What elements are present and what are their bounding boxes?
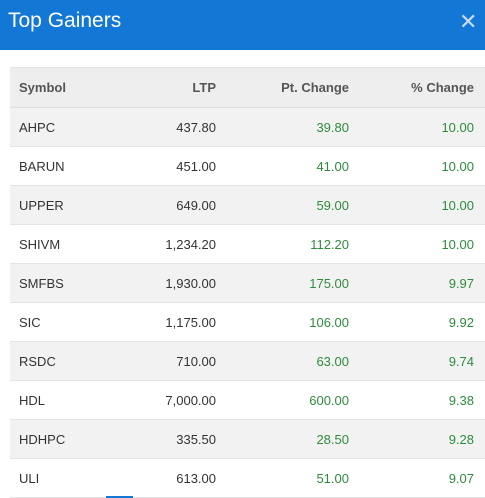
top-gainers-table: Symbol LTP Pt. Change % Change AHPC 437.8…	[10, 67, 485, 498]
cell-pct-change: 10.00	[349, 146, 485, 186]
table-row[interactable]: AHPC 437.80 39.80 10.00	[10, 107, 485, 147]
cell-symbol[interactable]: HDL	[10, 380, 99, 420]
column-header-pct-change[interactable]: % Change	[349, 67, 485, 108]
cell-pct-change: 10.00	[349, 107, 485, 147]
cell-pt-change: 41.00	[216, 146, 349, 186]
table-row[interactable]: SMFBS 1,930.00 175.00 9.97	[10, 263, 485, 303]
cell-ltp: 613.00	[99, 458, 216, 498]
cell-symbol[interactable]: SHIVM	[10, 224, 99, 264]
cell-pt-change: 28.50	[216, 419, 349, 459]
cell-pt-change: 39.80	[216, 107, 349, 147]
cell-pct-change: 9.28	[349, 419, 485, 459]
cell-symbol[interactable]: RSDC	[10, 341, 99, 381]
cell-pt-change: 106.00	[216, 302, 349, 342]
cell-symbol[interactable]: AHPC	[10, 107, 99, 147]
table-row[interactable]: SHIVM 1,234.20 112.20 10.00	[10, 224, 485, 264]
table-row[interactable]: ULI 613.00 51.00 9.07	[10, 458, 485, 498]
cell-pt-change: 59.00	[216, 185, 349, 225]
cell-ltp: 1,175.00	[99, 302, 216, 342]
column-header-pt-change[interactable]: Pt. Change	[216, 67, 349, 108]
cell-symbol[interactable]: SMFBS	[10, 263, 99, 303]
cell-symbol[interactable]: HDHPC	[10, 419, 99, 459]
cell-ltp: 451.00	[99, 146, 216, 186]
cell-ltp: 335.50	[99, 419, 216, 459]
top-gainers-table-container: Symbol LTP Pt. Change % Change AHPC 437.8…	[10, 67, 485, 498]
scroll-indicator[interactable]	[106, 496, 133, 498]
cell-pt-change: 63.00	[216, 341, 349, 381]
table-row[interactable]: RSDC 710.00 63.00 9.74	[10, 341, 485, 381]
table-header-row: Symbol LTP Pt. Change % Change	[10, 67, 485, 108]
cell-pct-change: 10.00	[349, 185, 485, 225]
cell-pt-change: 112.20	[216, 224, 349, 264]
cell-ltp: 1,930.00	[99, 263, 216, 303]
table-row[interactable]: SIC 1,175.00 106.00 9.92	[10, 302, 485, 342]
cell-symbol[interactable]: SIC	[10, 302, 99, 342]
cell-pt-change: 51.00	[216, 458, 349, 498]
column-header-symbol[interactable]: Symbol	[10, 67, 99, 108]
cell-pct-change: 9.07	[349, 458, 485, 498]
cell-pct-change: 9.92	[349, 302, 485, 342]
table-row[interactable]: HDL 7,000.00 600.00 9.38	[10, 380, 485, 420]
cell-symbol[interactable]: UPPER	[10, 185, 99, 225]
dialog-header: Top Gainers ✕	[0, 0, 485, 50]
cell-pct-change: 10.00	[349, 224, 485, 264]
cell-pt-change: 175.00	[216, 263, 349, 303]
cell-pct-change: 9.74	[349, 341, 485, 381]
table-row[interactable]: BARUN 451.00 41.00 10.00	[10, 146, 485, 186]
cell-symbol[interactable]: BARUN	[10, 146, 99, 186]
cell-ltp: 437.80	[99, 107, 216, 147]
cell-pct-change: 9.97	[349, 263, 485, 303]
table-row[interactable]: HDHPC 335.50 28.50 9.28	[10, 419, 485, 459]
dialog-title: Top Gainers	[8, 9, 122, 32]
cell-symbol[interactable]: ULI	[10, 458, 99, 498]
cell-ltp: 1,234.20	[99, 224, 216, 264]
cell-ltp: 7,000.00	[99, 380, 216, 420]
cell-ltp: 649.00	[99, 185, 216, 225]
cell-pt-change: 600.00	[216, 380, 349, 420]
close-icon[interactable]: ✕	[459, 9, 478, 34]
table-row[interactable]: UPPER 649.00 59.00 10.00	[10, 185, 485, 225]
cell-pct-change: 9.38	[349, 380, 485, 420]
cell-ltp: 710.00	[99, 341, 216, 381]
column-header-ltp[interactable]: LTP	[99, 67, 216, 108]
